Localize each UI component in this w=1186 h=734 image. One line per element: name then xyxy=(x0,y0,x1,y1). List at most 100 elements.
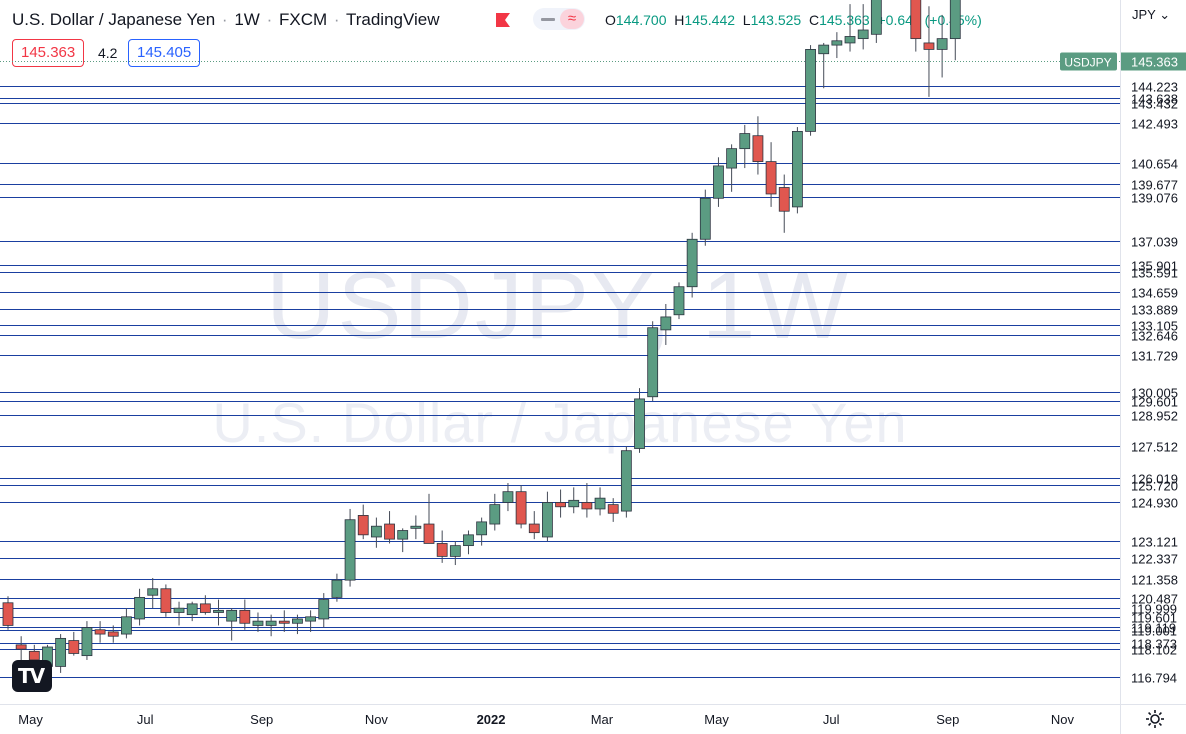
price-axis-label: 133.105 xyxy=(1131,319,1178,334)
time-axis-label: Jul xyxy=(823,712,840,727)
interval-label[interactable]: 1W xyxy=(234,10,260,29)
candle-body xyxy=(502,491,514,503)
spread-value: 4.2 xyxy=(98,45,118,61)
brand-label: TradingView xyxy=(345,10,440,29)
candle-body xyxy=(384,523,395,540)
candle-body xyxy=(213,609,224,613)
price-axis-label: 125.720 xyxy=(1131,479,1178,494)
price-axis-label: 126.019 xyxy=(1131,472,1178,487)
tradingview-logo[interactable]: TV xyxy=(12,660,52,692)
candle-body xyxy=(660,316,672,331)
price-axis-label: 118.102 xyxy=(1131,643,1177,658)
candle-body xyxy=(28,650,40,661)
open-value: 144.700 xyxy=(615,12,667,28)
price-axis-label: 131.729 xyxy=(1131,349,1178,364)
price-axis-label: 118.373 xyxy=(1131,637,1177,652)
candle-body xyxy=(607,504,619,514)
candle-body xyxy=(305,616,317,622)
candle-body xyxy=(805,49,816,132)
candle-body xyxy=(489,504,501,525)
price-axis-label: 119.601 xyxy=(1131,611,1177,626)
candle-body xyxy=(15,644,27,650)
wave-icon[interactable]: ≈ xyxy=(560,9,584,29)
candle-body xyxy=(594,497,606,510)
candle-body xyxy=(634,398,645,449)
support-resistance-lines xyxy=(0,86,1120,678)
time-axis[interactable]: May Jul Sep Nov 2022 Mar May Jul Sep Nov xyxy=(18,712,1074,727)
price-axis-label: 142.493 xyxy=(1131,117,1178,132)
price-axis-label: 137.039 xyxy=(1131,235,1178,250)
time-axis-label: Sep xyxy=(936,712,959,727)
symbol-tag-bg xyxy=(1060,52,1117,71)
time-axis-label: Jul xyxy=(137,712,154,727)
candle-body xyxy=(397,530,409,540)
price-axis-label: 144.223 xyxy=(1131,80,1178,95)
settings-gear-icon[interactable] xyxy=(1145,709,1165,729)
last-price-tag-bg xyxy=(1121,52,1186,71)
candle-body xyxy=(818,44,830,55)
currency-selector[interactable]: JPY ⌄ xyxy=(1132,7,1170,23)
candle-body xyxy=(94,629,106,635)
candle-body xyxy=(647,327,659,398)
time-axis-label: May xyxy=(18,712,43,727)
price-axis-label: 128.952 xyxy=(1131,409,1178,424)
high-label: H xyxy=(674,12,685,28)
currency-label: JPY xyxy=(1132,7,1156,22)
close-value: 145.363 xyxy=(819,12,870,28)
separator-dot: · xyxy=(266,10,273,29)
candle-body xyxy=(436,543,448,557)
chevron-down-icon: ⌄ xyxy=(1159,7,1171,22)
candle-body xyxy=(134,596,145,620)
symbol-name: U.S. Dollar / Japanese Yen xyxy=(12,10,216,29)
price-axis-label: 134.659 xyxy=(1131,286,1178,301)
symbol-header[interactable]: U.S. Dollar / Japanese Yen · 1W · FXCM ·… xyxy=(12,10,440,30)
watermark-description: U.S. Dollar / Japanese Yen xyxy=(212,391,907,454)
candle-body xyxy=(226,609,238,622)
price-axis-label: 119.001 xyxy=(1131,624,1177,639)
candle-body xyxy=(936,38,948,50)
low-value: 143.525 xyxy=(750,12,802,28)
candle-body xyxy=(844,36,856,44)
price-axis-label: 135.901 xyxy=(1131,259,1178,274)
candle-body xyxy=(765,161,777,195)
close-label: C xyxy=(808,12,820,28)
candle-body xyxy=(265,620,277,626)
candle-body xyxy=(278,620,290,624)
candle-body xyxy=(686,238,698,288)
candle-body xyxy=(81,627,93,657)
candle-body xyxy=(752,135,764,162)
price-axis-label: 127.512 xyxy=(1131,440,1178,455)
high-value: 145.442 xyxy=(684,12,736,28)
candle-body xyxy=(370,525,382,538)
buy-price-button[interactable]: 145.405 xyxy=(128,39,201,67)
price-axis-label: 139.076 xyxy=(1131,191,1178,206)
price-axis-label: 143.432 xyxy=(1131,97,1178,112)
chart-style-toggle[interactable]: ≈ xyxy=(533,8,585,30)
change-value: +0.645 (+0.45%) xyxy=(877,12,982,28)
candle-body xyxy=(778,187,790,212)
last-price-value: 145.363 xyxy=(1131,55,1178,70)
candle-body xyxy=(239,609,251,624)
time-axis-label: May xyxy=(704,712,729,727)
time-axis-label: 2022 xyxy=(477,712,506,727)
candle-body xyxy=(923,42,935,50)
price-axis-label: 123.121 xyxy=(1131,535,1178,550)
candle-body xyxy=(476,521,488,536)
watermark: USDJPY, 1W U.S. Dollar / Japanese Yen xyxy=(212,252,907,454)
sell-price-button[interactable]: 145.363 xyxy=(12,39,85,67)
price-axis-label: 140.654 xyxy=(1131,157,1178,172)
price-axis-label: 121.358 xyxy=(1131,573,1178,588)
candle-body xyxy=(673,286,685,316)
time-axis-label: Nov xyxy=(1051,712,1075,727)
price-axis-label: 135.591 xyxy=(1131,266,1178,281)
symbol-tag: USDJPY xyxy=(1064,56,1111,70)
flag-icon[interactable] xyxy=(494,12,512,28)
candle-body xyxy=(252,620,264,626)
minus-icon[interactable] xyxy=(541,18,555,21)
price-axis-label: 130.005 xyxy=(1131,386,1178,401)
candle-body xyxy=(581,502,593,510)
candle-body xyxy=(55,637,67,667)
